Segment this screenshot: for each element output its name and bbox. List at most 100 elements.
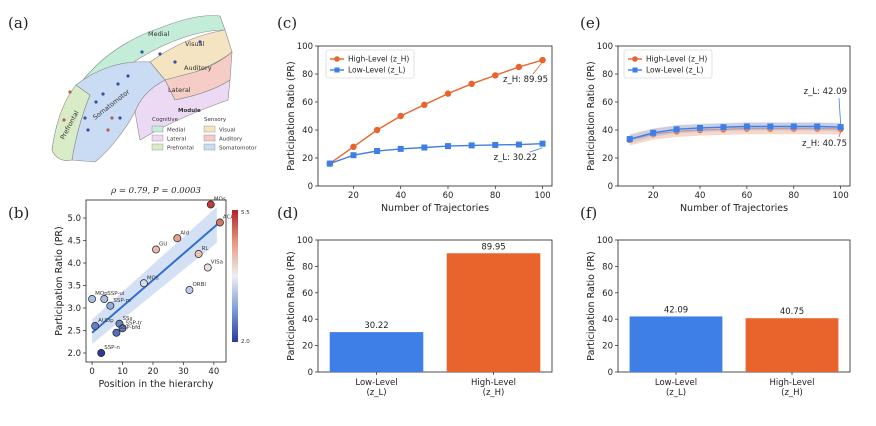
legend-label: Somatomotor (219, 146, 257, 152)
panel-label-e: (e) (580, 14, 601, 32)
y-tick-label: 0 (608, 368, 613, 378)
x-category-label: Low-Level (z_L) (355, 378, 397, 398)
y-tick-label: 100 (297, 236, 313, 246)
data-point-low (814, 123, 821, 130)
y-tick-label: 80 (302, 262, 313, 272)
data-point-low (374, 148, 381, 154)
data-point-low (397, 145, 404, 152)
y-tick-label: 60 (302, 98, 313, 108)
y-tick-label: 100 (597, 42, 613, 52)
bar-high (745, 318, 839, 372)
y-tick-label: 20 (302, 342, 313, 352)
x-tick-label: 10 (117, 367, 128, 377)
x-tick-label: 60 (741, 191, 752, 201)
map-label-visual: Visual (185, 40, 205, 48)
x-tick-label: 20 (148, 367, 159, 377)
y-tick-label: 60 (602, 98, 613, 108)
x-category-label: High-Level (z_H) (769, 378, 814, 398)
scatter-point (139, 279, 148, 288)
plot-frame (617, 45, 851, 187)
panel-label-b: (b) (8, 204, 29, 222)
data-point-high (468, 80, 475, 88)
legend-label-low: Low-Level (z_L) (348, 66, 405, 75)
panel-label-f: (f) (580, 204, 597, 222)
point-label: SSP-bfd (119, 325, 140, 331)
data-point-high (350, 143, 357, 150)
data-point-low (492, 141, 499, 148)
x-tick-label: 80 (788, 191, 799, 201)
legend-label: Visual (219, 128, 236, 134)
map-area-dot (83, 116, 87, 120)
y-tick-label: 3.0 (67, 304, 81, 314)
point-label: SSP-n (104, 345, 120, 351)
x-category-line: High-Level (769, 378, 814, 388)
y-tick-label: 60 (302, 289, 313, 299)
map-area-dot (116, 82, 120, 86)
data-point-low (421, 144, 428, 151)
point-label: MOs (214, 197, 226, 203)
x-category-line: (z_L) (666, 388, 686, 398)
scatter-point (152, 245, 160, 254)
plot-frame (617, 239, 851, 373)
panel-label-d: (d) (277, 204, 298, 222)
data-point-low (626, 136, 633, 143)
y-tick-label: 40 (602, 126, 613, 136)
fit-line (91, 223, 218, 334)
annotation-label-high: z_H: 40.75 (802, 139, 847, 149)
series-line-low (629, 125, 841, 140)
annotation-label-low: z_L: 42.09 (804, 87, 847, 97)
map-area-dot (62, 118, 66, 122)
legend-marker-low (632, 67, 638, 73)
scatter-point (106, 301, 115, 310)
map-area-dot (118, 116, 122, 120)
data-point-low (767, 123, 774, 130)
legend-swatch (203, 143, 216, 151)
legend-box (623, 49, 713, 79)
y-tick-label: 0 (308, 368, 313, 378)
legend-marker-high (632, 56, 638, 62)
plot-frame (317, 239, 553, 373)
legend-swatch (151, 125, 164, 133)
x-tick-label: 20 (348, 191, 359, 201)
data-point-low (650, 129, 657, 136)
bar-value-label: 40.75 (780, 307, 804, 317)
map-legend-header-sensory: Sensory (204, 117, 227, 123)
map-area-dot (68, 90, 72, 94)
data-point-high (515, 63, 523, 71)
data-point-low (720, 124, 727, 131)
bar-high (446, 253, 541, 372)
legend-swatch (151, 134, 164, 142)
x-tick-label: 100 (833, 191, 849, 201)
annotation-arrow (838, 97, 842, 125)
bar-value-label: 89.95 (481, 242, 505, 252)
map-area-dot (173, 60, 177, 64)
y-axis-label: Participation Ratio (PR) (586, 61, 597, 170)
data-point-high (373, 126, 381, 134)
data-point-high (492, 72, 499, 79)
x-tick-label: 40 (208, 367, 219, 377)
y-tick-label: 100 (597, 236, 613, 246)
colorbar-max-label: 5.5 (241, 210, 250, 216)
panel-label-a: (a) (8, 14, 29, 32)
y-tick-label: 80 (602, 70, 613, 80)
region-visual (149, 29, 233, 81)
y-tick-label: 2.5 (67, 327, 81, 337)
point-label: AUDp (98, 318, 114, 324)
y-tick-label: 40 (302, 126, 313, 136)
legend-label-high: High-Level (z_H) (348, 55, 409, 64)
scatter-point (185, 286, 194, 294)
x-tick-label: 0 (89, 367, 94, 377)
point-label: MOp (95, 291, 108, 297)
y-tick-label: 20 (602, 154, 613, 164)
legend-label: Auditory (219, 137, 243, 143)
map-area-dot (158, 52, 162, 56)
map-legend-header-cognitive: Cognitive (152, 117, 179, 123)
scatter-point (100, 295, 109, 303)
x-tick-label: 80 (490, 191, 501, 201)
legend-label-low: Low-Level (z_L) (646, 66, 703, 75)
x-axis-label: Number of Trajectories (381, 203, 489, 214)
y-tick-label: 40 (602, 315, 613, 325)
y-tick-label: 4.0 (67, 259, 81, 269)
